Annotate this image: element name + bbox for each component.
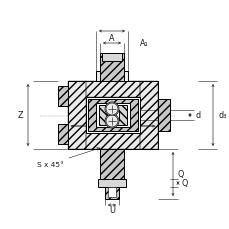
Text: A₁: A₁ — [139, 39, 148, 48]
Text: d: d — [195, 111, 200, 120]
Bar — [157, 100, 169, 131]
Bar — [95, 72, 128, 82]
Bar — [100, 149, 123, 179]
Bar — [58, 124, 68, 144]
Bar — [106, 111, 118, 120]
Bar — [98, 106, 126, 125]
Bar — [58, 87, 68, 106]
Bar — [100, 54, 123, 82]
Circle shape — [106, 115, 117, 128]
Bar — [139, 82, 157, 149]
Text: S x 45°: S x 45° — [37, 148, 99, 167]
Bar — [101, 54, 121, 62]
Text: d₃: d₃ — [218, 111, 226, 120]
Text: B₁: B₁ — [115, 122, 124, 131]
Bar — [86, 98, 139, 134]
Circle shape — [106, 104, 117, 115]
Bar — [108, 187, 115, 197]
Bar — [98, 179, 125, 187]
Bar — [88, 100, 137, 131]
Bar — [86, 82, 139, 98]
Circle shape — [105, 114, 118, 128]
Text: Q: Q — [181, 179, 187, 188]
Text: A₂: A₂ — [111, 104, 120, 113]
Text: Z: Z — [17, 111, 23, 120]
Text: U: U — [109, 206, 114, 215]
Bar — [105, 187, 118, 199]
Bar — [68, 82, 86, 149]
Circle shape — [105, 103, 118, 117]
Bar — [68, 82, 157, 149]
Bar — [95, 104, 129, 128]
Text: Q: Q — [177, 170, 183, 179]
Text: A: A — [109, 33, 114, 42]
Bar — [86, 134, 139, 149]
